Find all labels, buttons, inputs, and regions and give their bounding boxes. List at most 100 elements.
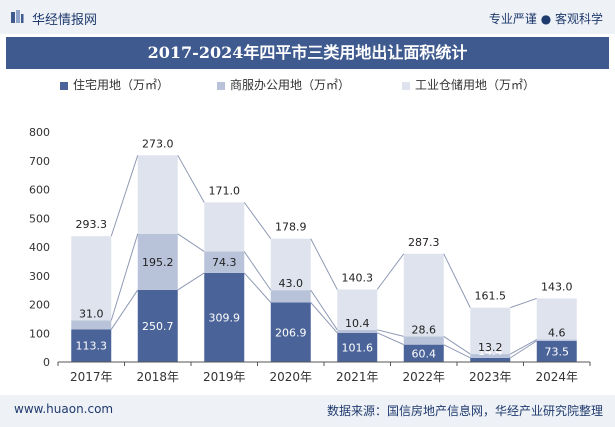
bar-industrial (337, 289, 378, 330)
bar-residential (270, 302, 311, 362)
bar-industrial (137, 155, 178, 234)
x-tick-label: 2020年 (269, 370, 312, 384)
x-tick-label: 2017年 (70, 370, 113, 384)
x-tick-label: 2019年 (203, 370, 246, 384)
bar-commercial (337, 329, 378, 333)
data-label-residential: 60.4 (412, 347, 437, 360)
data-label-residential: 250.7 (142, 320, 174, 333)
data-label-industrial: 143.0 (541, 280, 573, 293)
connector-line-commercial (110, 233, 139, 321)
data-label-residential: 14.4 (478, 345, 503, 358)
bar-residential (137, 289, 178, 362)
legend-label-industrial: 工业仓储用地（万㎡） (415, 78, 536, 92)
y-tick-label: 500 (29, 212, 50, 225)
tagline: 专业严谨 ● 客观科学 (488, 12, 603, 26)
connector-line-commercial (243, 251, 272, 291)
data-label-commercial: 10.4 (345, 317, 370, 330)
bar-industrial (204, 202, 245, 252)
connector-line-commercial (443, 335, 471, 355)
y-tick-label: 100 (29, 327, 50, 340)
data-label-residential: 206.9 (275, 326, 307, 339)
data-label-residential: 113.3 (76, 340, 108, 353)
bar-industrial (403, 253, 444, 337)
data-label-industrial: 140.3 (342, 271, 374, 284)
data-label-commercial: 13.2 (478, 341, 503, 354)
connector-line-industrial (510, 297, 537, 309)
title-bar: 2017-2024年四平市三类用地出让面积统计 (6, 37, 609, 69)
connector-line-commercial (377, 329, 404, 337)
data-label-residential: 309.9 (209, 311, 241, 324)
bar-residential (470, 357, 511, 362)
x-tick-label: 2021年 (336, 370, 379, 384)
footer-url: www.huaon.com (14, 402, 114, 416)
data-label-industrial: 171.0 (209, 184, 241, 197)
data-label-industrial: 161.5 (475, 290, 507, 303)
data-label-residential: 73.5 (545, 345, 570, 358)
connector-line-residential (243, 272, 272, 303)
bar-industrial (270, 238, 311, 291)
legend-item-residential: 住宅用地（万㎡） (60, 76, 169, 94)
x-tick-label: 2022年 (402, 370, 445, 384)
y-tick-label: 600 (29, 184, 50, 197)
data-label-industrial: 178.9 (275, 221, 307, 234)
data-label-commercial: 195.2 (142, 256, 174, 269)
bar-commercial (536, 339, 577, 341)
legend-swatch-commercial (217, 81, 225, 90)
data-label-commercial: 31.0 (79, 308, 104, 321)
bar-commercial (270, 290, 311, 303)
legend-swatch-industrial (402, 81, 410, 90)
connector-line-commercial (310, 289, 338, 331)
footer-source: 数据来源：国信房地产信息网，华经产业研究院整理 (326, 404, 603, 418)
bar-commercial (204, 251, 245, 273)
data-label-commercial: 28.6 (412, 323, 437, 336)
legend-label-residential: 住宅用地（万㎡） (73, 78, 170, 92)
data-label-commercial: 74.3 (212, 256, 237, 269)
connector-line-industrial (243, 202, 272, 240)
chart-title: 2017-2024年四平市三类用地出让面积统计 (147, 43, 468, 62)
bar-commercial (403, 336, 444, 345)
data-label-industrial: 273.0 (142, 137, 174, 150)
y-tick-label: 400 (29, 241, 50, 254)
footer-bar: www.huaon.com 数据来源：国信房地产信息网，华经产业研究院整理 (0, 395, 615, 427)
connector-line-residential (310, 302, 338, 334)
bar-industrial (536, 298, 577, 340)
bar-industrial (71, 236, 112, 321)
chart-legend: 住宅用地（万㎡） 商服办公用地（万㎡） 工业仓储用地（万㎡） (0, 76, 615, 94)
bar-commercial (137, 233, 178, 290)
connector-line-residential (177, 272, 205, 291)
x-tick-label: 2018年 (136, 370, 179, 384)
data-label-commercial: 4.6 (548, 327, 566, 340)
y-tick-label: 700 (29, 155, 50, 168)
connector-line-industrial (177, 155, 205, 203)
connector-line-industrial (376, 253, 405, 290)
data-label-industrial: 287.3 (408, 236, 440, 249)
stacked-bar-chart: 0 100 200 300 400 500 600 700 800 2017年 2018年 2019年… (29, 126, 591, 384)
bar-residential (71, 329, 112, 362)
bar-residential (204, 272, 245, 362)
y-tick-label: 800 (29, 126, 50, 139)
connector-line-industrial (443, 253, 471, 308)
bar-residential (403, 344, 444, 362)
x-tick-label: 2023年 (469, 370, 512, 384)
header-bar: 华经情报网 专业严谨 ● 客观科学 (0, 0, 615, 34)
connector-line-industrial (310, 238, 338, 290)
connector-line-residential (110, 289, 139, 330)
brand-name: 华经情报网 (32, 13, 98, 28)
connector-line-residential (509, 340, 538, 359)
legend-item-commercial: 商服办公用地（万㎡） (217, 76, 350, 94)
bar-commercial (470, 354, 511, 358)
connector-line-industrial (110, 155, 139, 237)
data-label-industrial: 293.3 (76, 218, 108, 231)
connector-line-commercial (177, 233, 205, 252)
connector-line-commercial (510, 339, 537, 355)
bar-residential (536, 340, 577, 362)
y-tick-label: 300 (29, 270, 50, 283)
connector-line-residential (443, 344, 471, 359)
x-tick-label: 2024年 (535, 370, 578, 384)
legend-label-commercial: 商服办公用地（万㎡） (230, 78, 351, 92)
bar-residential (337, 332, 378, 362)
brand-logo-icon (11, 10, 24, 23)
data-label-residential: 101.6 (342, 341, 374, 354)
y-tick-label: 0 (43, 356, 50, 369)
connector-line-residential (377, 332, 404, 346)
